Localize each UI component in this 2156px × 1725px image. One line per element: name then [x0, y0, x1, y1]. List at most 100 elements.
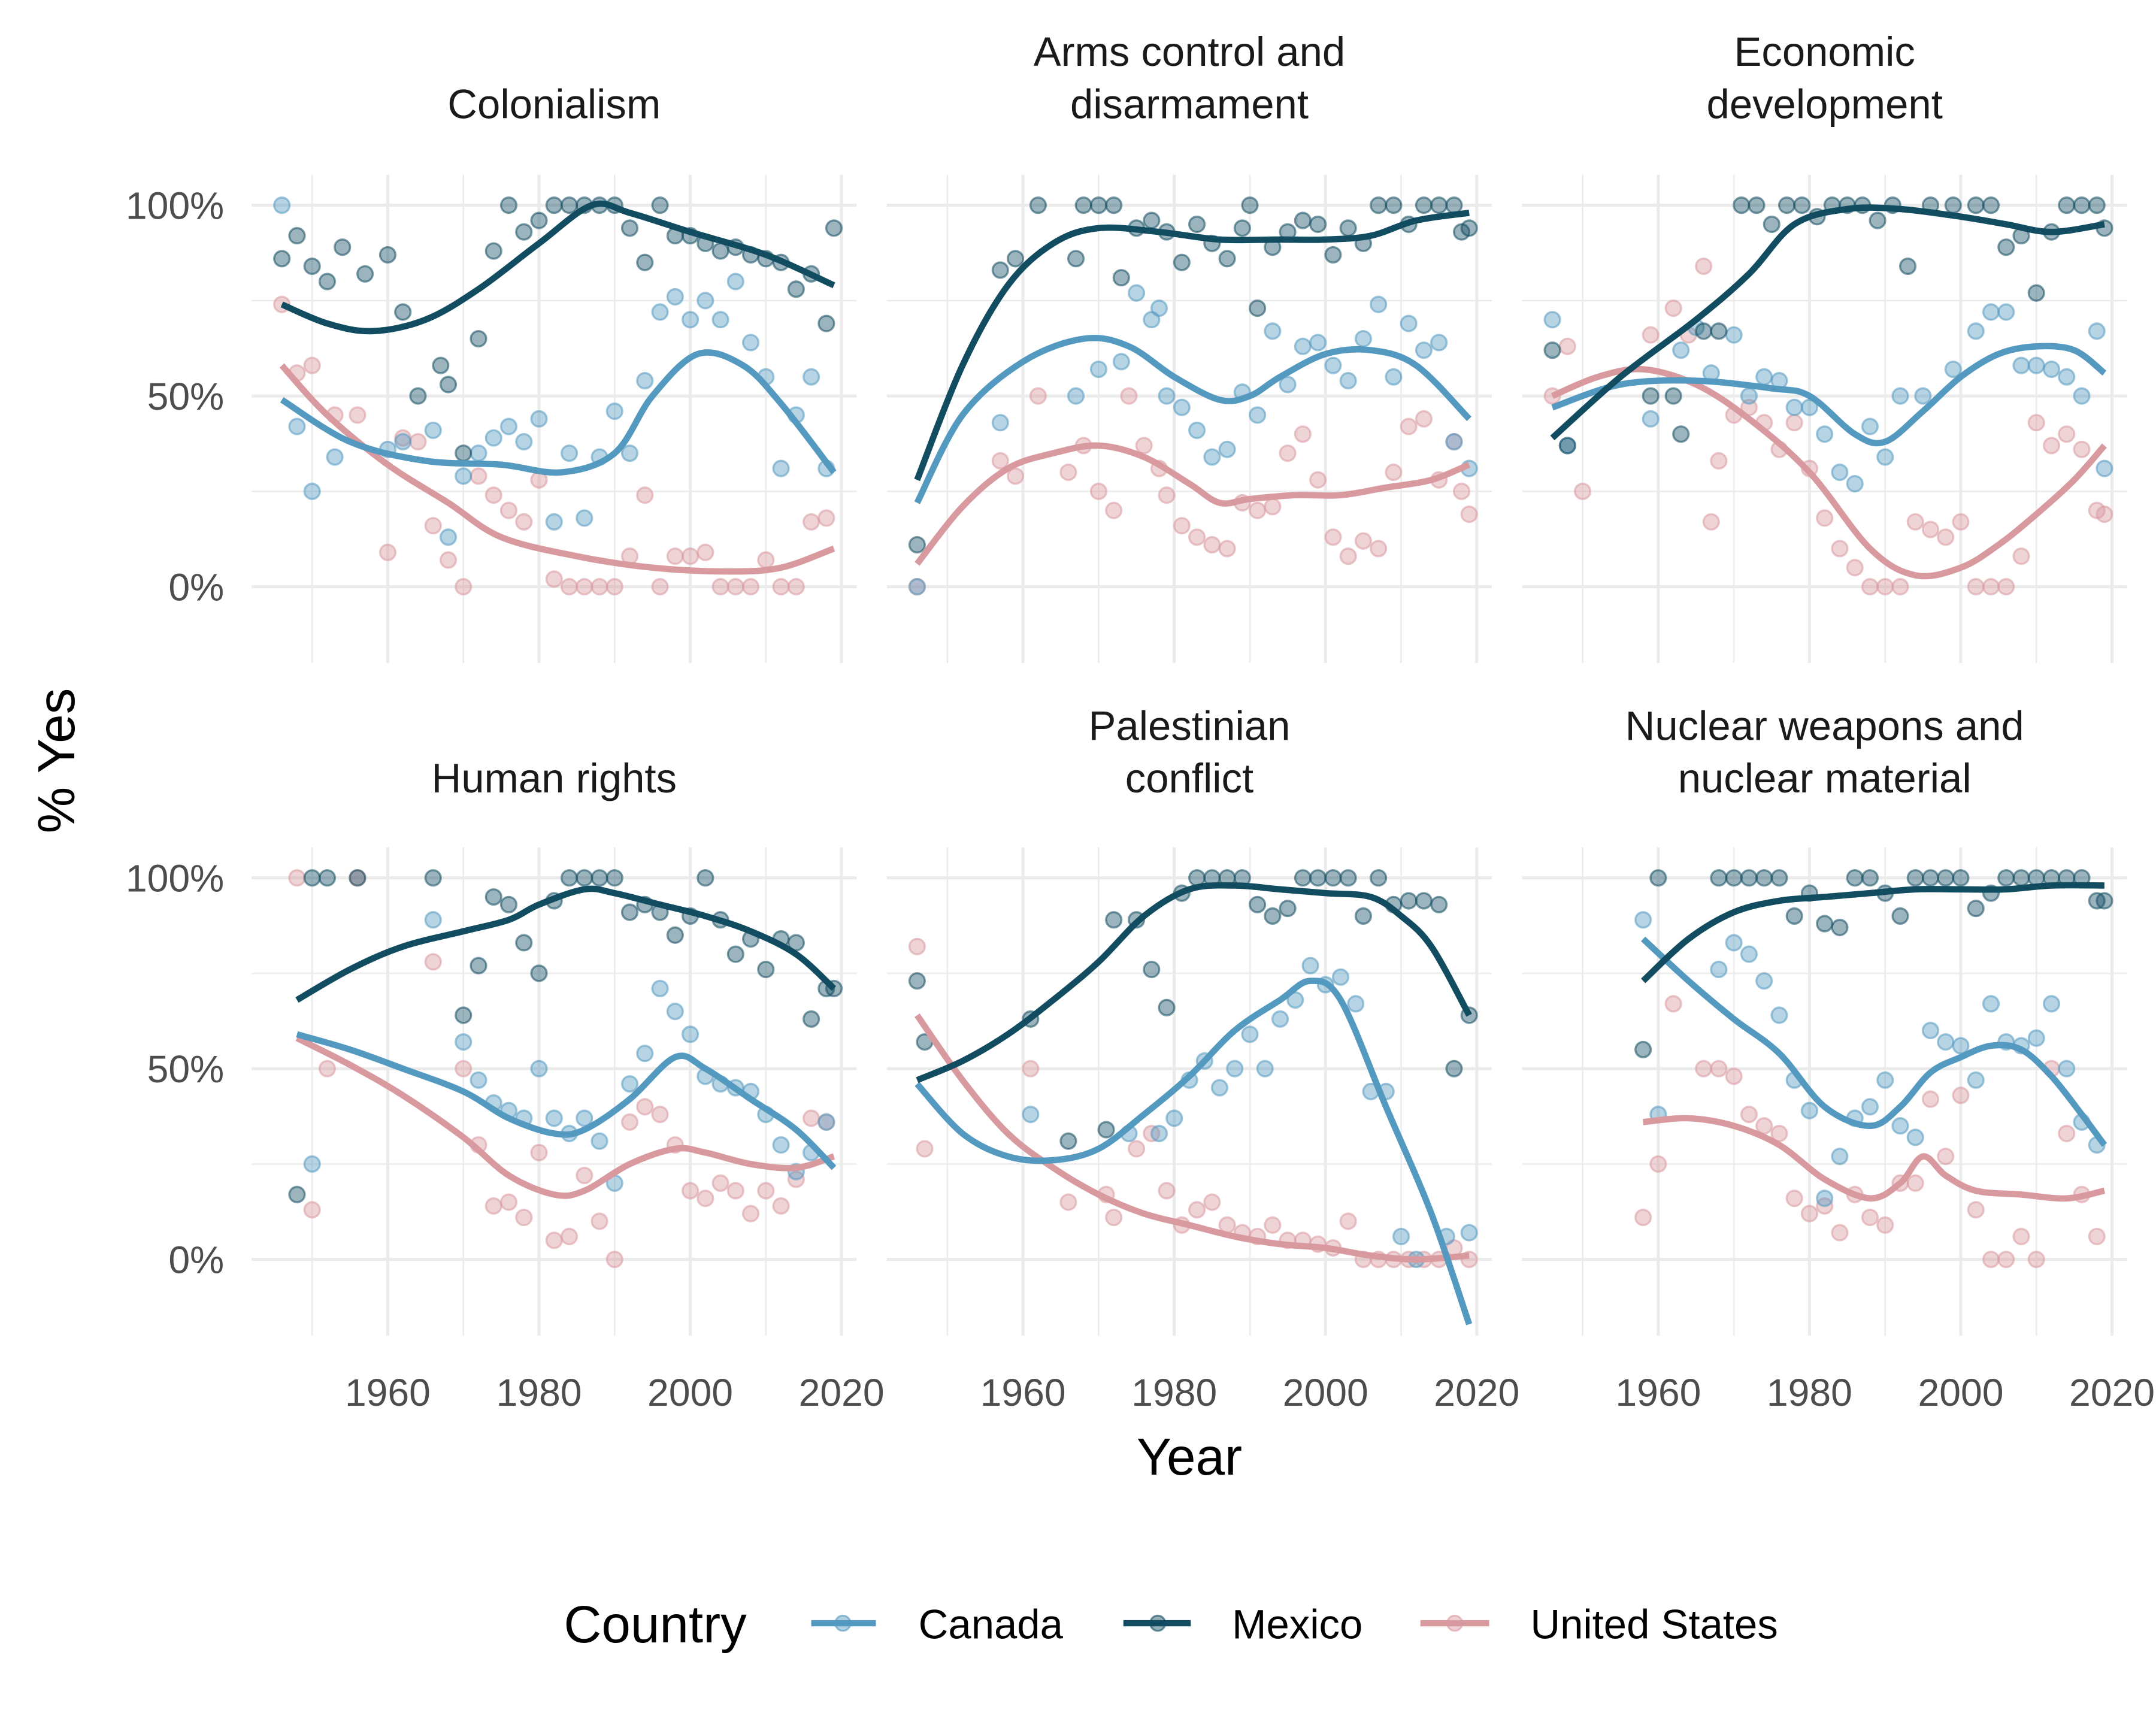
data-point-mexico [620, 903, 639, 921]
data-point-united-states [1937, 528, 1955, 546]
data-point-canada [1294, 337, 1312, 355]
data-point-united-states [576, 578, 593, 596]
data-point-canada [1800, 398, 1819, 416]
data-point-canada [530, 1060, 548, 1078]
data-point-mexico [1445, 1060, 1463, 1078]
data-point-canada [651, 979, 669, 997]
data-point-mexico [1415, 196, 1433, 214]
data-point-mexico [318, 273, 337, 290]
data-point-mexico [485, 242, 502, 260]
data-point-united-states [1089, 482, 1108, 500]
data-point-canada [530, 410, 548, 428]
data-point-mexico [499, 895, 518, 913]
data-point-mexico [1634, 1040, 1652, 1058]
data-point-mexico [530, 211, 548, 229]
data-point-canada [394, 432, 412, 451]
data-point-canada [515, 432, 533, 451]
data-point-united-states [1785, 1190, 1803, 1208]
x-tick-label: 2020 [799, 1371, 885, 1414]
data-point-united-states [2042, 437, 2061, 455]
data-point-united-states [1982, 578, 2000, 596]
y-tick-label: 100% [126, 857, 224, 900]
data-point-canada [620, 1075, 639, 1093]
data-point-united-states [681, 1182, 700, 1200]
data-point-canada [303, 482, 321, 500]
data-point-canada [576, 1109, 593, 1127]
data-point-canada [1740, 387, 1758, 405]
data-point-mexico [560, 196, 579, 214]
smooth-line-united-states [915, 1013, 1470, 1263]
data-point-mexico [1710, 322, 1728, 340]
data-point-canada [2027, 356, 2045, 374]
data-point-mexico [470, 957, 487, 975]
data-point-canada [1906, 1128, 1924, 1146]
data-point-mexico [1755, 869, 1773, 887]
data-point-united-states [1188, 1201, 1206, 1219]
data-point-united-states [1921, 1090, 1940, 1108]
data-point-mexico [1770, 869, 1788, 887]
data-point-canada [1831, 463, 1849, 482]
data-point-mexico [1725, 869, 1743, 887]
legend-label-mexico: Mexico [1232, 1601, 1362, 1647]
data-point-united-states [605, 578, 623, 596]
legend-label-united-states: United States [1530, 1601, 1778, 1647]
data-point-canada [455, 467, 473, 485]
data-point-united-states [349, 406, 367, 424]
data-point-canada [2042, 360, 2061, 379]
data-point-mexico [515, 934, 533, 952]
data-point-canada [1241, 1025, 1259, 1043]
data-point-canada [651, 303, 669, 321]
data-point-mexico [1158, 998, 1176, 1016]
data-point-canada [1634, 911, 1652, 929]
data-point-mexico [334, 238, 352, 256]
data-point-mexico [620, 219, 639, 237]
data-point-canada [772, 1136, 790, 1154]
data-point-mexico [1937, 869, 1955, 887]
data-point-canada [439, 528, 458, 546]
data-point-canada [1937, 1033, 1955, 1051]
data-point-united-states [803, 1109, 820, 1127]
facet-panel: Colonialism 0% 50% 100% [126, 81, 857, 663]
data-point-canada [1800, 1101, 1819, 1119]
data-point-mexico [1967, 196, 1985, 214]
facet-panel: Arms control and disarmament [886, 29, 1492, 663]
data-point-united-states [916, 1140, 934, 1158]
data-point-united-states [1158, 486, 1176, 504]
data-point-mexico [1710, 869, 1728, 887]
data-point-canada [908, 578, 926, 596]
data-point-united-states [1952, 513, 1970, 531]
data-point-united-states [515, 1209, 533, 1227]
data-point-canada [1816, 425, 1834, 443]
data-point-united-states [726, 578, 744, 596]
data-point-united-states [620, 1113, 639, 1131]
data-point-mexico [1029, 196, 1047, 214]
data-point-united-states [1188, 528, 1206, 546]
data-point-united-states [1967, 1201, 1985, 1219]
facet-title: Human rights [431, 755, 677, 801]
data-point-united-states [1135, 437, 1153, 455]
data-point-united-states [303, 356, 321, 374]
legend-title: Country [564, 1596, 747, 1654]
smooth-line-canada [1641, 936, 2107, 1147]
data-point-mexico [1354, 907, 1372, 925]
data-point-mexico [636, 253, 654, 271]
data-point-canada [817, 1113, 835, 1131]
data-point-canada [326, 448, 344, 466]
data-point-canada [1710, 960, 1728, 979]
data-point-united-states [681, 547, 700, 565]
data-point-united-states [1937, 1148, 1955, 1166]
data-point-mexico [1906, 869, 1924, 887]
data-point-mexico [2012, 869, 2030, 887]
data-point-united-states [605, 1251, 623, 1269]
data-point-canada [1891, 1117, 1909, 1135]
data-point-mexico [515, 223, 533, 241]
data-point-canada [1740, 945, 1758, 963]
data-point-united-states [772, 1197, 790, 1215]
data-point-canada [1876, 448, 1894, 466]
data-point-mexico [1089, 196, 1108, 214]
data-point-mexico [1944, 196, 1962, 214]
data-point-canada [1876, 1071, 1894, 1089]
data-point-united-states [2096, 505, 2113, 523]
data-point-canada [1370, 295, 1388, 313]
